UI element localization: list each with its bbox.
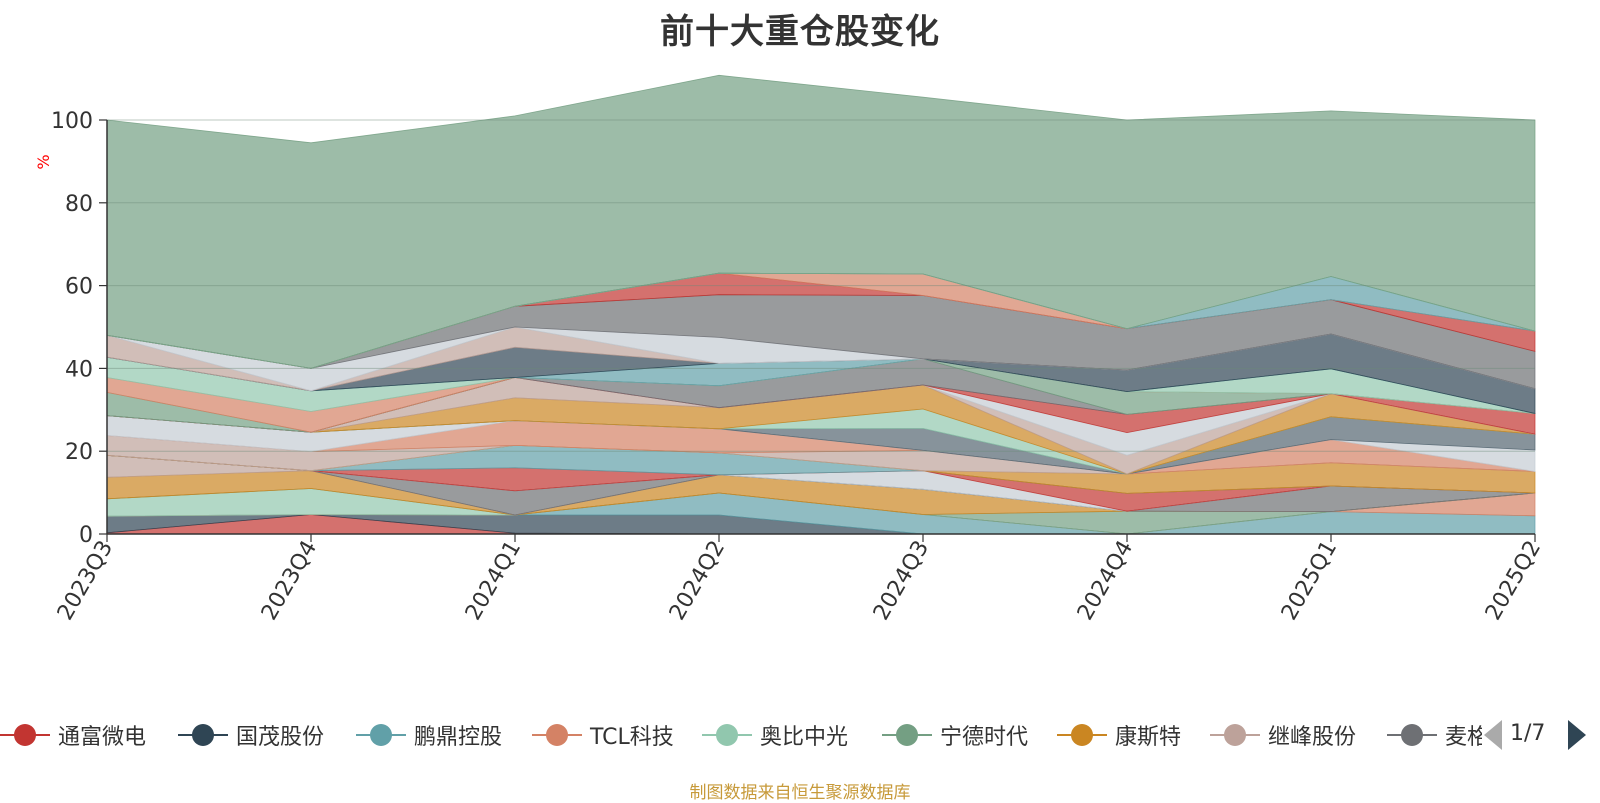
area-series-group [106,74,1536,535]
y-tick-label: 80 [65,192,93,217]
legend-item[interactable]: TCL科技 [532,715,674,755]
legend-prev-page-icon[interactable] [1484,720,1502,750]
legend-label: 通富微电 [58,725,147,750]
stacked-area-chart: 0 20 40 60 80 100 2023Q3 2023Q4 2024Q1 2024Q2 2024… [34,74,1546,625]
x-tick-label: 2025Q1 [1277,537,1342,625]
y-tick-label: 60 [65,275,93,300]
x-tick-label: 2023Q4 [257,537,322,625]
legend-label: TCL科技 [590,725,674,750]
y-tick-label: 40 [65,357,93,382]
x-tick-label: 2024Q3 [869,537,934,625]
legend-marker-icon [1387,715,1437,755]
legend-marker-icon [1057,715,1107,755]
legend-label: 奥比中光 [760,725,849,750]
legend-label: 继峰股份 [1268,725,1357,750]
x-tick-label: 2024Q1 [461,537,526,625]
legend-pager: 1/7 [1482,715,1600,755]
legend-marker-icon [0,715,50,755]
y-axis-unit-label: % [34,154,53,169]
legend-marker-icon [178,715,228,755]
legend-label: 康斯特 [1115,725,1182,750]
legend-item[interactable]: 国茂股份 [178,715,324,755]
legend-label: 鹏鼎控股 [414,725,503,750]
legend-page-indicator: 1/7 [1510,721,1546,746]
legend-marker-icon [532,715,582,755]
legend-item[interactable]: 通富微电 [0,715,146,755]
legend-item[interactable]: 鹏鼎控股 [356,715,502,755]
y-tick-label: 0 [79,523,93,548]
legend-item[interactable]: 麦格米特 [1387,715,1482,755]
legend-item[interactable]: 继峰股份 [1210,715,1356,755]
legend-label: 宁德时代 [940,725,1029,750]
x-tick-label: 2024Q2 [665,537,730,625]
legend: 通富微电 国茂股份 鹏鼎控股 TCL科技 奥比中光 宁德时代 康斯特 继峰股份 麦格米特 1/7 [0,715,1600,755]
y-tick-label: 20 [65,440,93,465]
legend-marker-icon [1210,715,1260,755]
x-tick-label: 2024Q4 [1073,537,1138,625]
legend-viewport: 通富微电 国茂股份 鹏鼎控股 TCL科技 奥比中光 宁德时代 康斯特 继峰股份 麦格米特 [0,715,1482,755]
legend-marker-icon [702,715,752,755]
legend-item[interactable]: 宁德时代 [882,715,1028,755]
legend-item[interactable]: 奥比中光 [702,715,848,755]
legend-item[interactable]: 康斯特 [1057,715,1181,755]
x-tick-label: 2025Q2 [1481,537,1546,625]
chart-title: 前十大重仓股变化 [660,12,940,52]
source-note: 制图数据来自恒生聚源数据库 [689,783,911,803]
x-tick-label: 2023Q3 [53,537,118,625]
y-tick-label: 100 [51,109,93,134]
legend-marker-icon [882,715,932,755]
area-series-36 [106,74,1536,369]
legend-label: 国茂股份 [236,725,325,750]
legend-marker-icon [356,715,406,755]
legend-label: 麦格米特 [1445,725,1482,750]
grid-lines [107,119,1535,452]
legend-next-page-icon[interactable] [1568,720,1586,750]
